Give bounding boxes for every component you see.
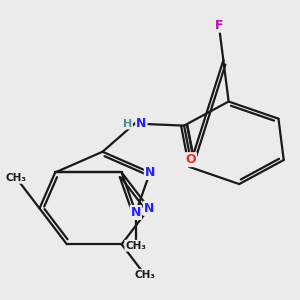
- Text: CH₃: CH₃: [134, 270, 155, 280]
- Text: H: H: [123, 118, 132, 129]
- Text: N: N: [136, 117, 147, 130]
- Text: CH₃: CH₃: [125, 241, 146, 251]
- Text: F: F: [214, 19, 223, 32]
- Text: CH₃: CH₃: [6, 173, 27, 183]
- Text: O: O: [185, 153, 196, 166]
- Text: N: N: [130, 206, 141, 219]
- Text: N: N: [144, 202, 154, 215]
- Text: N: N: [145, 166, 155, 179]
